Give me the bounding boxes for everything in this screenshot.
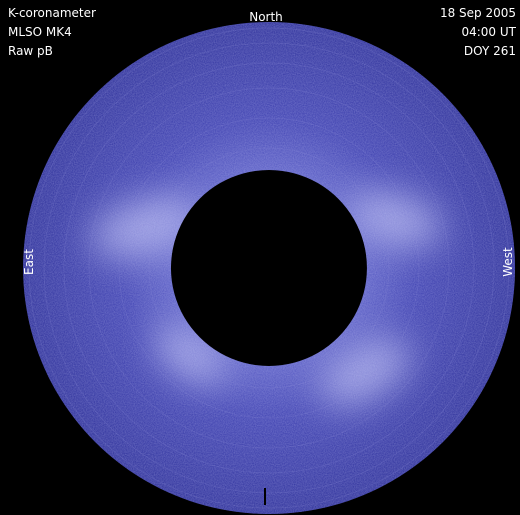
time-label: 04:00 UT bbox=[461, 25, 516, 39]
instrument-label: Raw pB bbox=[8, 44, 53, 58]
doy-label: DOY 261 bbox=[464, 44, 516, 58]
page: K-coronameter MLSO MK4 Raw pB 18 Sep 200… bbox=[0, 0, 520, 515]
instrument-label: MLSO MK4 bbox=[8, 25, 72, 39]
east-label: East bbox=[22, 249, 36, 275]
west-label: West bbox=[501, 247, 515, 277]
instrument-label: K-coronameter bbox=[8, 6, 96, 20]
coronagraph-image: K-coronameter MLSO MK4 Raw pB 18 Sep 200… bbox=[0, 0, 520, 515]
date-label: 18 Sep 2005 bbox=[440, 6, 516, 20]
north-label: North bbox=[249, 10, 283, 24]
